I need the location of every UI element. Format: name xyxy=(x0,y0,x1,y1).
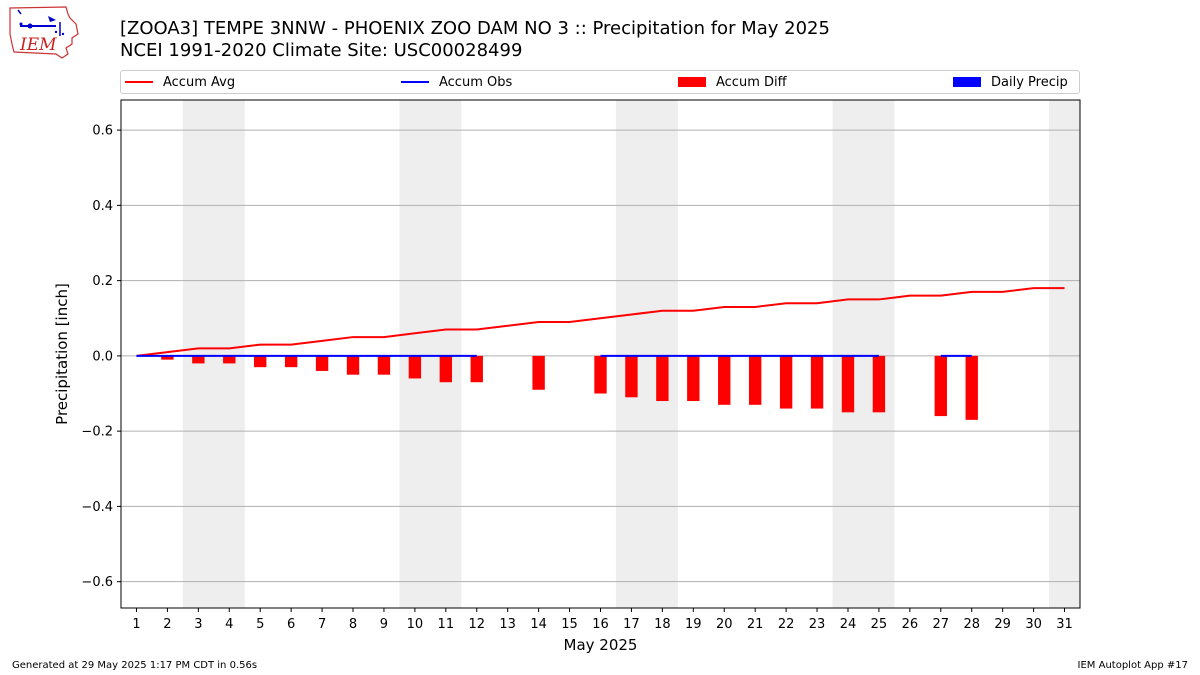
x-tick-label-28: 29 xyxy=(994,617,1011,632)
accum-diff-bar-day-23 xyxy=(810,355,824,409)
x-tick-label-25: 26 xyxy=(902,617,919,632)
accum-diff-bar-day-16 xyxy=(594,355,607,394)
accum-diff-bar-day-17 xyxy=(625,355,638,398)
x-tick-label-13: 14 xyxy=(530,617,547,632)
accum-diff-bar-day-4 xyxy=(223,355,236,364)
weekend-span-3 xyxy=(832,100,895,608)
accum-diff-bar-day-22 xyxy=(779,355,793,409)
x-tick-label-7: 8 xyxy=(349,617,357,632)
x-tick-label-1: 2 xyxy=(163,617,171,632)
weekend-span-0 xyxy=(182,100,245,608)
weekend-shading xyxy=(182,100,1080,608)
x-tick-label-8: 9 xyxy=(380,617,388,632)
y-axis-ticks: −0.6 −0.4 −0.2 0.0 0.2 0.4 0.6 xyxy=(81,124,121,590)
x-tick-label-26: 27 xyxy=(933,617,950,632)
x-tick-label-16: 17 xyxy=(623,617,640,632)
accum-diff-bar-day-5 xyxy=(254,355,267,368)
y-tick-label-1: −0.4 xyxy=(81,500,113,515)
legend-label-accum-obs: Accum Obs xyxy=(439,74,513,90)
accum-diff-bar-day-2 xyxy=(161,355,174,360)
legend-item-accum-avg: Accum Avg xyxy=(125,71,235,93)
x-tick-label-15: 16 xyxy=(592,617,609,632)
accum-diff-bar-day-3 xyxy=(192,355,205,364)
x-tick-label-14: 15 xyxy=(561,617,578,632)
y-tick-label-0: −0.6 xyxy=(81,575,113,590)
x-tick-label-5: 6 xyxy=(287,617,295,632)
x-tick-label-19: 20 xyxy=(716,617,733,632)
x-tick-label-29: 30 xyxy=(1025,617,1042,632)
legend-label-accum-avg: Accum Avg xyxy=(163,74,236,90)
x-axis-label: May 2025 xyxy=(564,636,638,654)
accum-diff-bar-day-10 xyxy=(408,355,422,379)
accum-diff-bar-day-25 xyxy=(872,355,886,413)
accum-diff-bar-day-8 xyxy=(346,355,360,375)
x-tick-label-27: 28 xyxy=(963,617,980,632)
x-tick-label-22: 23 xyxy=(809,617,826,632)
legend-item-accum-diff: Accum Diff xyxy=(678,71,787,93)
accum-diff-bar-day-9 xyxy=(377,355,391,375)
footer-app: IEM Autoplot App #17 xyxy=(1077,660,1188,671)
chart-title: [ZOOA3] TEMPE 3NNW - PHOENIX ZOO DAM NO … xyxy=(120,18,830,39)
legend-item-daily-precip: Daily Precip xyxy=(953,71,1068,93)
accum-diff-bar-day-11 xyxy=(439,355,453,383)
accum-diff-bar-day-14 xyxy=(532,355,545,390)
accum-diff-bars xyxy=(161,355,978,420)
accum-avg-line xyxy=(136,287,1065,357)
x-tick-label-3: 4 xyxy=(225,617,233,632)
legend-swatch-accum-obs xyxy=(401,81,429,83)
y-tick-label-5: 0.4 xyxy=(92,199,113,214)
chart-subtitle: NCEI 1991-2020 Climate Site: USC00028499 xyxy=(120,40,523,61)
x-tick-label-23: 24 xyxy=(840,617,857,632)
x-tick-label-21: 22 xyxy=(778,617,795,632)
accum-diff-bar-day-28 xyxy=(965,355,978,420)
series-lines xyxy=(136,287,1065,357)
legend: Accum Avg Accum Obs Accum Diff Daily Pre… xyxy=(120,70,1080,94)
weekend-span-2 xyxy=(615,100,678,608)
x-tick-label-18: 19 xyxy=(685,617,702,632)
legend-swatch-daily-precip xyxy=(953,77,981,87)
footer-generated: Generated at 29 May 2025 1:17 PM CDT in … xyxy=(12,660,258,671)
accum-diff-bar-day-18 xyxy=(656,355,669,402)
x-tick-label-2: 3 xyxy=(194,617,202,632)
legend-swatch-accum-diff xyxy=(678,77,706,87)
x-axis-ticks: 1 2 3 4 5 6 7 8 9 10 11 12 13 14 15 16 17 18 19 20 21 22 23 24 2… xyxy=(132,608,1073,632)
accum-diff-bar-day-20 xyxy=(718,355,731,405)
accum-diff-bar-day-19 xyxy=(687,355,700,402)
y-axis-label: Precipitation [inch] xyxy=(53,283,71,425)
accum-diff-bar-day-21 xyxy=(748,355,762,405)
weekend-span-1 xyxy=(399,100,462,608)
y-tick-label-6: 0.6 xyxy=(92,124,113,139)
y-tick-label-4: 0.2 xyxy=(92,274,113,289)
x-tick-label-10: 11 xyxy=(438,617,455,632)
y-tick-label-2: −0.2 xyxy=(81,425,113,440)
logo-text: IEM xyxy=(19,35,57,55)
x-tick-label-0: 1 xyxy=(132,617,140,632)
accum-diff-bar-day-7 xyxy=(315,355,329,371)
legend-item-accum-obs: Accum Obs xyxy=(401,71,512,93)
x-tick-label-17: 18 xyxy=(654,617,671,632)
legend-label-daily-precip: Daily Precip xyxy=(991,74,1068,90)
x-tick-label-30: 31 xyxy=(1056,617,1073,632)
iem-logo: IEM xyxy=(9,6,79,59)
accum-diff-bar-day-24 xyxy=(841,355,855,413)
legend-label-accum-diff: Accum Diff xyxy=(716,74,787,90)
legend-swatch-accum-avg xyxy=(125,81,153,83)
accum-diff-bar-day-6 xyxy=(284,355,298,368)
x-tick-label-9: 10 xyxy=(407,617,424,632)
plot-frame xyxy=(120,99,1081,609)
x-tick-label-20: 21 xyxy=(747,617,764,632)
x-tick-label-6: 7 xyxy=(318,617,326,632)
x-tick-label-11: 12 xyxy=(468,617,485,632)
x-tick-label-4: 5 xyxy=(256,617,264,632)
weekend-span-4 xyxy=(1049,100,1080,608)
y-tick-label-3: 0.0 xyxy=(92,349,113,364)
accum-diff-bar-day-27 xyxy=(934,355,947,417)
gridlines xyxy=(121,129,1080,583)
x-tick-label-24: 25 xyxy=(871,617,888,632)
x-tick-label-12: 13 xyxy=(499,617,516,632)
accum-diff-bar-day-12 xyxy=(470,355,483,383)
